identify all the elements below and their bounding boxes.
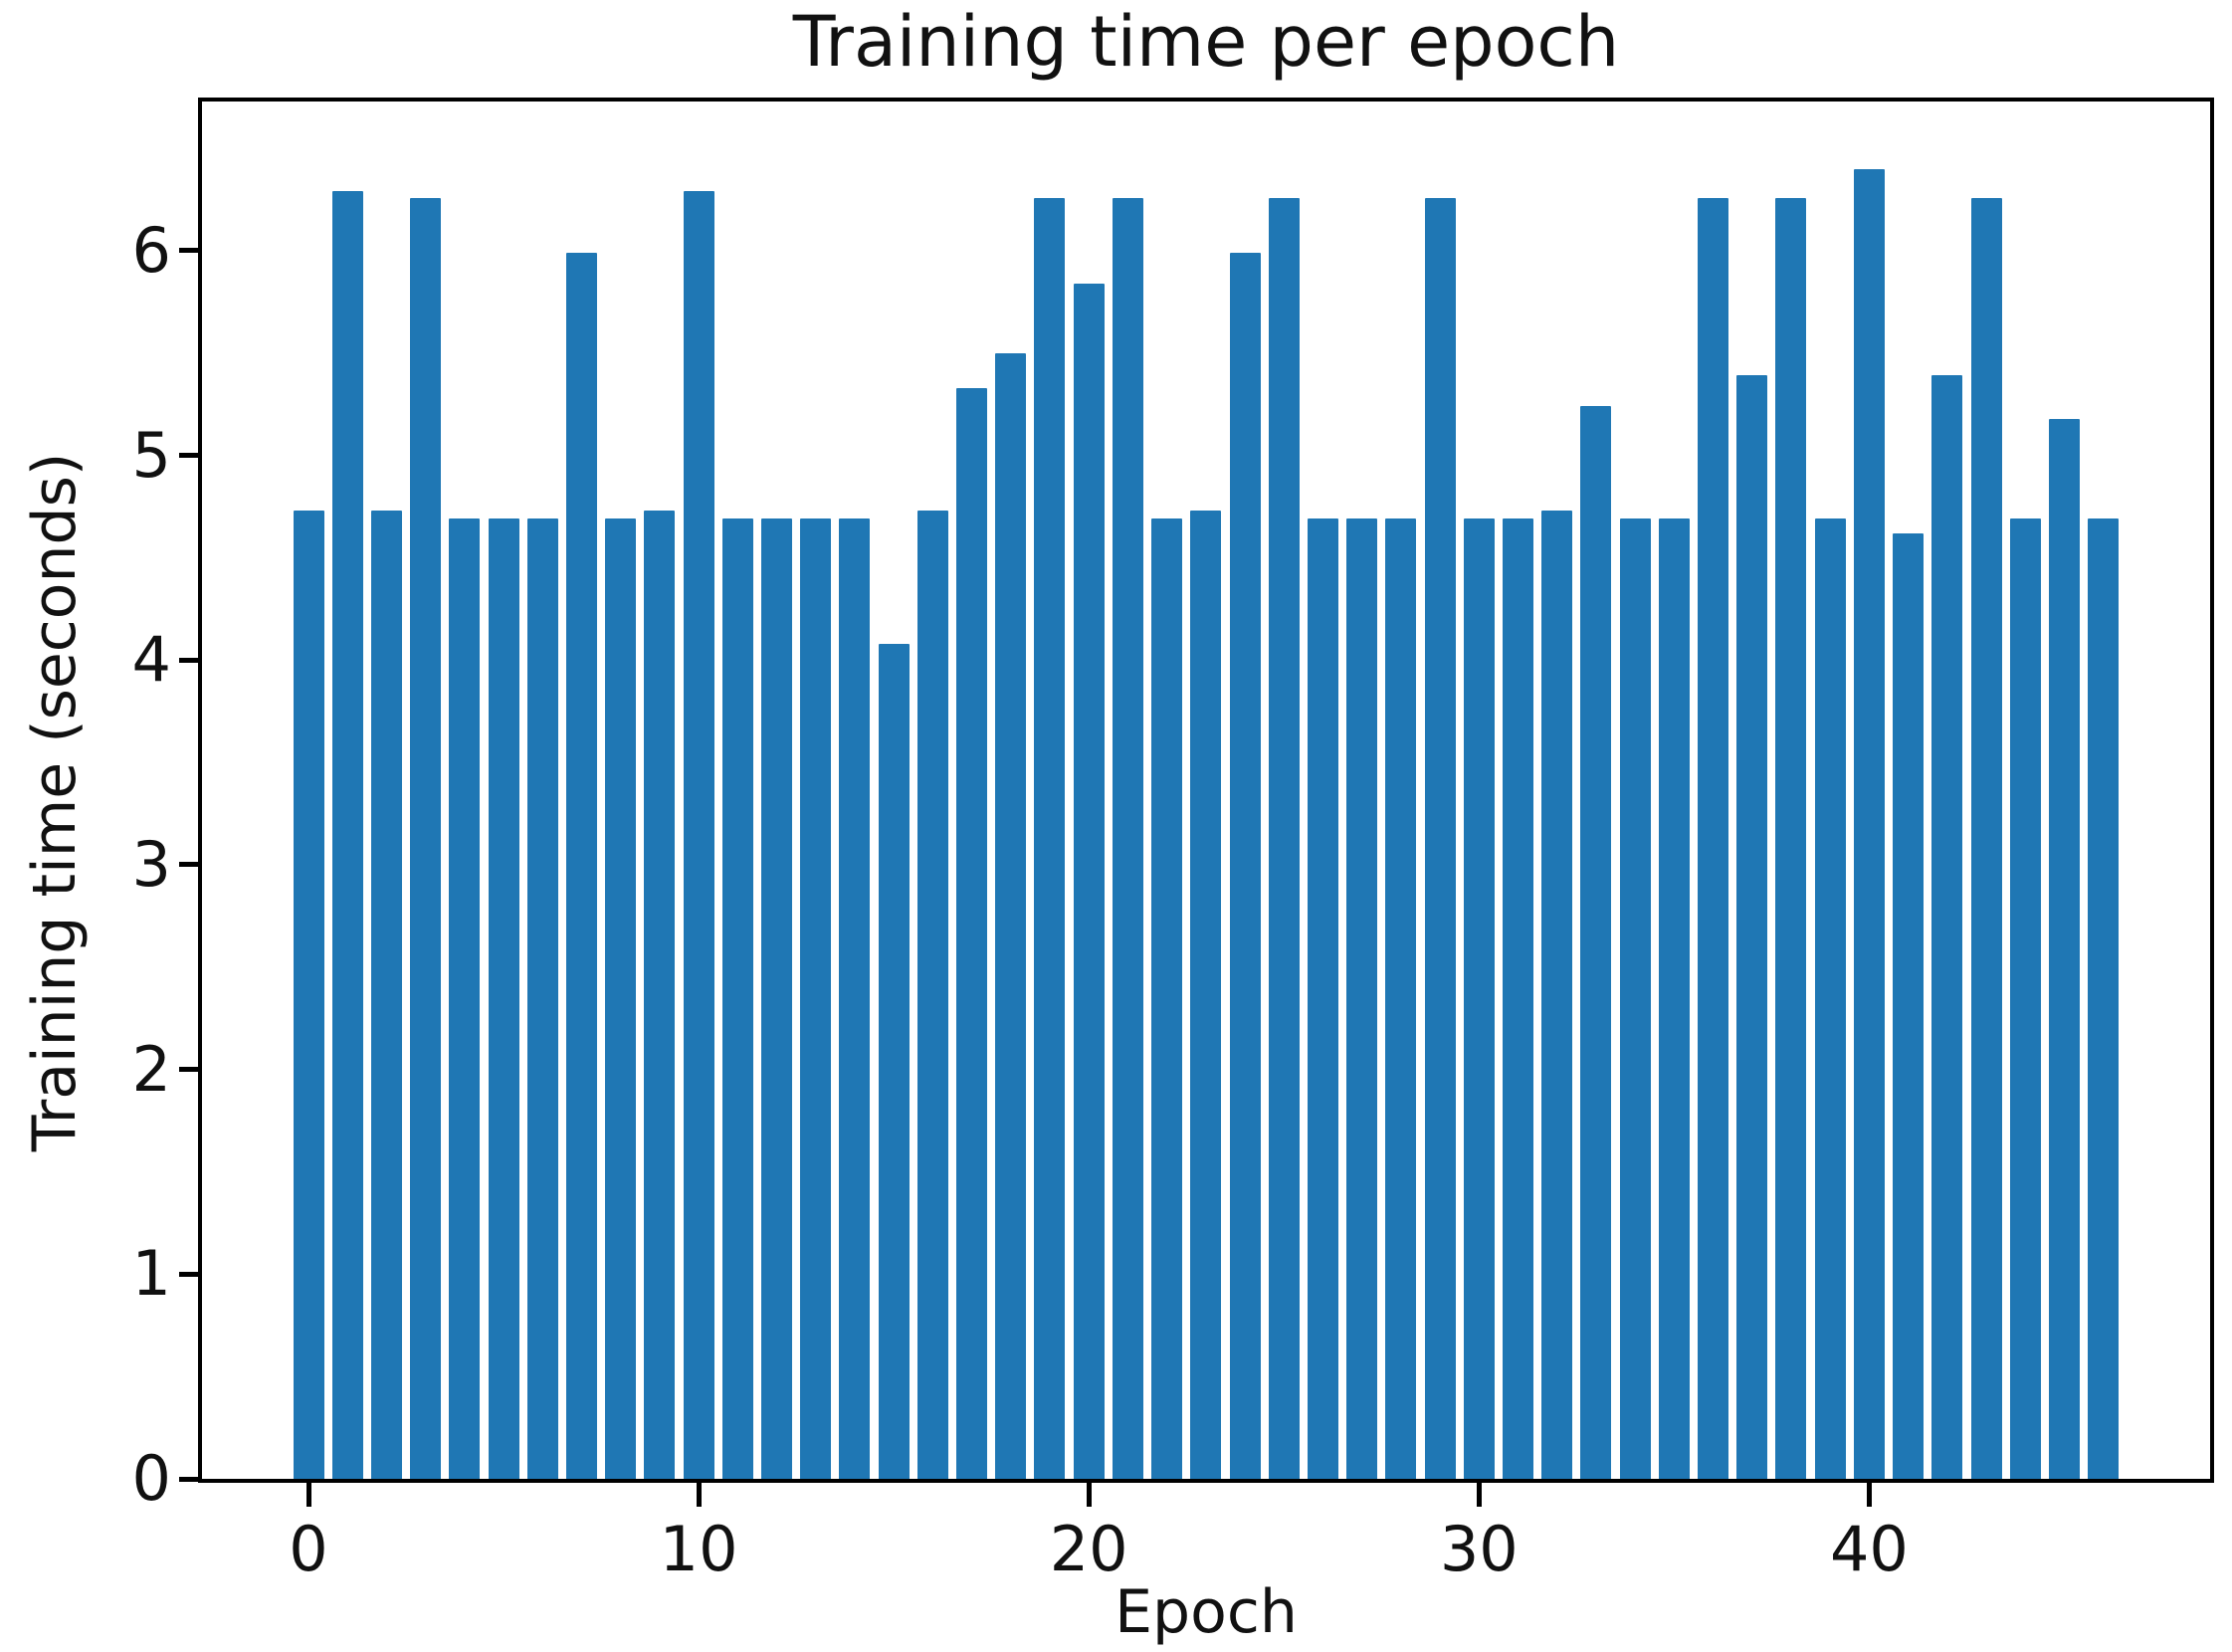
bar-epoch-31 — [1503, 518, 1533, 1479]
y-tick-label-6: 6 — [131, 213, 171, 287]
y-tick-label-3: 3 — [131, 827, 171, 901]
bar-epoch-38 — [1775, 197, 1807, 1479]
bar-epoch-43 — [1970, 197, 2002, 1479]
y-tick-label-4: 4 — [131, 623, 171, 697]
x-tick-30 — [1476, 1483, 1482, 1507]
bar-epoch-35 — [1658, 518, 1690, 1479]
bar-epoch-36 — [1698, 197, 1729, 1479]
bar-epoch-44 — [2009, 518, 2041, 1479]
bar-epoch-32 — [1541, 511, 1573, 1479]
x-tick-0 — [305, 1483, 311, 1507]
bar-epoch-3 — [410, 197, 442, 1479]
bar-epoch-39 — [1814, 518, 1846, 1479]
bar-epoch-14 — [839, 518, 871, 1479]
bar-epoch-46 — [2088, 518, 2120, 1479]
bar-epoch-21 — [1112, 197, 1143, 1479]
bar-epoch-2 — [370, 511, 402, 1479]
bar-epoch-7 — [565, 253, 597, 1479]
plot-area — [198, 98, 2214, 1483]
bar-epoch-13 — [800, 518, 832, 1479]
bar-epoch-5 — [488, 518, 519, 1479]
x-tick-label-20: 20 — [1049, 1513, 1128, 1585]
bar-epoch-37 — [1736, 375, 1768, 1479]
x-tick-label-30: 30 — [1439, 1513, 1519, 1585]
bar-epoch-17 — [956, 387, 988, 1479]
bar-epoch-42 — [1931, 375, 1963, 1479]
bar-epoch-11 — [721, 518, 753, 1479]
bar-epoch-10 — [683, 191, 714, 1479]
bar-epoch-24 — [1229, 253, 1261, 1479]
bar-epoch-9 — [644, 511, 676, 1479]
bar-epoch-0 — [293, 511, 324, 1479]
y-tick-4 — [179, 657, 202, 663]
y-tick-label-1: 1 — [131, 1237, 171, 1311]
y-tick-2 — [179, 1067, 202, 1073]
y-tick-label-0: 0 — [131, 1442, 171, 1515]
x-tick-label-40: 40 — [1829, 1513, 1909, 1585]
y-tick-5 — [179, 453, 202, 459]
bar-epoch-41 — [1893, 532, 1925, 1479]
bar-epoch-23 — [1190, 511, 1222, 1479]
x-tick-label-0: 0 — [289, 1513, 328, 1585]
bar-epoch-30 — [1463, 518, 1495, 1479]
bar-epoch-8 — [605, 518, 637, 1479]
bar-epoch-26 — [1307, 518, 1338, 1479]
bar-epoch-1 — [331, 191, 363, 1479]
bar-epoch-4 — [449, 518, 481, 1479]
y-tick-0 — [179, 1476, 202, 1482]
bar-epoch-45 — [2048, 418, 2080, 1479]
x-axis-label: Epoch — [1115, 1577, 1298, 1647]
y-tick-3 — [179, 862, 202, 868]
bar-epoch-12 — [761, 518, 793, 1479]
bar-epoch-29 — [1424, 197, 1456, 1479]
bar-epoch-28 — [1385, 518, 1417, 1479]
bar-epoch-40 — [1853, 168, 1885, 1479]
bar-epoch-6 — [526, 518, 558, 1479]
x-tick-10 — [696, 1483, 702, 1507]
bar-epoch-33 — [1580, 406, 1612, 1479]
bar-epoch-19 — [1034, 197, 1066, 1479]
bar-epoch-20 — [1073, 283, 1105, 1479]
bar-epoch-27 — [1346, 518, 1378, 1479]
bar-epoch-15 — [878, 643, 910, 1479]
x-tick-label-10: 10 — [659, 1513, 738, 1585]
y-tick-6 — [179, 248, 202, 254]
chart-title: Training time per epoch — [792, 1, 1620, 83]
y-tick-label-2: 2 — [131, 1032, 171, 1106]
y-tick-1 — [179, 1271, 202, 1277]
x-tick-40 — [1866, 1483, 1872, 1507]
bar-epoch-18 — [995, 352, 1027, 1479]
bar-epoch-16 — [916, 511, 948, 1479]
y-tick-label-5: 5 — [131, 418, 171, 492]
x-tick-20 — [1086, 1483, 1092, 1507]
bar-epoch-22 — [1151, 518, 1183, 1479]
bar-epoch-34 — [1619, 518, 1651, 1479]
bar-epoch-25 — [1268, 197, 1300, 1479]
